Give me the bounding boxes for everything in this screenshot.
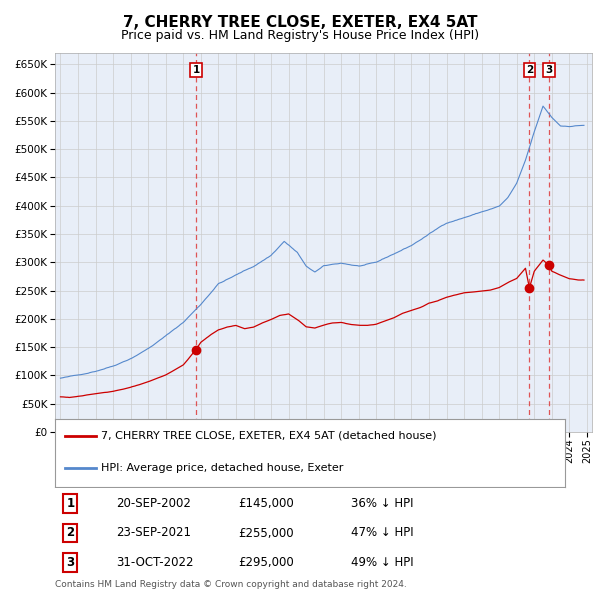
Text: 49% ↓ HPI: 49% ↓ HPI	[351, 556, 413, 569]
Text: 2: 2	[526, 65, 533, 75]
Text: Contains HM Land Registry data © Crown copyright and database right 2024.
This d: Contains HM Land Registry data © Crown c…	[55, 580, 407, 590]
Text: £255,000: £255,000	[239, 526, 294, 539]
Text: 2: 2	[66, 526, 74, 539]
Text: HPI: Average price, detached house, Exeter: HPI: Average price, detached house, Exet…	[101, 463, 343, 473]
Text: 3: 3	[66, 556, 74, 569]
Text: 23-SEP-2021: 23-SEP-2021	[116, 526, 191, 539]
Text: 3: 3	[545, 65, 553, 75]
Text: £145,000: £145,000	[239, 497, 295, 510]
Text: 7, CHERRY TREE CLOSE, EXETER, EX4 5AT (detached house): 7, CHERRY TREE CLOSE, EXETER, EX4 5AT (d…	[101, 431, 436, 441]
Text: 36% ↓ HPI: 36% ↓ HPI	[351, 497, 413, 510]
Text: 1: 1	[66, 497, 74, 510]
Text: 20-SEP-2002: 20-SEP-2002	[116, 497, 191, 510]
Text: Price paid vs. HM Land Registry's House Price Index (HPI): Price paid vs. HM Land Registry's House …	[121, 30, 479, 42]
Text: 31-OCT-2022: 31-OCT-2022	[116, 556, 194, 569]
Text: 7, CHERRY TREE CLOSE, EXETER, EX4 5AT: 7, CHERRY TREE CLOSE, EXETER, EX4 5AT	[123, 15, 477, 30]
Text: £295,000: £295,000	[239, 556, 295, 569]
Text: 47% ↓ HPI: 47% ↓ HPI	[351, 526, 413, 539]
Text: 1: 1	[193, 65, 200, 75]
